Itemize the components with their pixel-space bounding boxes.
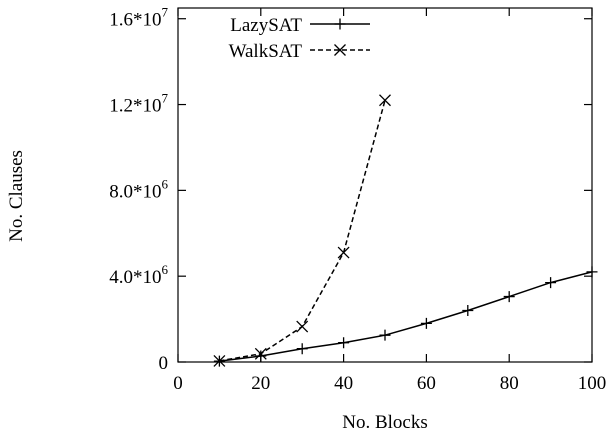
x-tick-label: 100 bbox=[578, 373, 607, 394]
y-tick-label: 0 bbox=[159, 353, 169, 374]
series-layer bbox=[213, 94, 598, 367]
x-tick-label: 60 bbox=[417, 373, 436, 394]
data-point-walksat bbox=[379, 94, 391, 107]
legend-marker-walksat bbox=[334, 44, 346, 56]
data-point-lazysat bbox=[462, 305, 474, 317]
y-axis: 0 4.0*106 8.0*106 1.2*107 1.6*107 bbox=[109, 5, 592, 374]
data-point-lazysat bbox=[420, 317, 432, 329]
data-point-walksat bbox=[213, 354, 226, 367]
data-point-lazysat bbox=[255, 350, 267, 362]
data-point-lazysat bbox=[586, 266, 598, 278]
series-line-lazysat bbox=[219, 271, 593, 362]
series-line-walksat bbox=[219, 100, 386, 362]
y-axis-label: No. Clauses bbox=[6, 150, 27, 242]
legend: LazySAT WalkSAT bbox=[229, 15, 370, 62]
x-axis: 0 20 40 60 80 100 bbox=[173, 8, 606, 394]
y-tick-label: 8.0*106 bbox=[109, 176, 168, 202]
x-tick-label: 40 bbox=[334, 373, 353, 394]
x-axis-label: No. Blocks bbox=[342, 412, 428, 433]
data-point-lazysat bbox=[296, 343, 308, 355]
x-tick-label: 0 bbox=[173, 373, 183, 394]
data-point-walksat bbox=[254, 347, 267, 360]
x-tick-label: 20 bbox=[251, 373, 270, 394]
y-tick-label: 1.2*107 bbox=[109, 91, 168, 117]
x-tick-label: 80 bbox=[500, 373, 519, 394]
plot-border bbox=[177, 7, 593, 363]
legend-label-lazysat: LazySAT bbox=[230, 15, 302, 36]
legend-label-walksat: WalkSAT bbox=[229, 41, 303, 62]
legend-marker-lazysat bbox=[334, 18, 346, 30]
data-point-lazysat bbox=[338, 337, 350, 349]
data-point-lazysat bbox=[379, 329, 391, 341]
plot-frame bbox=[177, 7, 593, 363]
data-point-lazysat bbox=[503, 291, 515, 303]
y-tick-label: 1.6*107 bbox=[109, 5, 168, 31]
y-tick-label: 4.0*106 bbox=[109, 262, 168, 288]
data-point-lazysat bbox=[545, 277, 557, 289]
data-point-walksat bbox=[296, 320, 309, 333]
data-point-walksat bbox=[337, 246, 350, 259]
